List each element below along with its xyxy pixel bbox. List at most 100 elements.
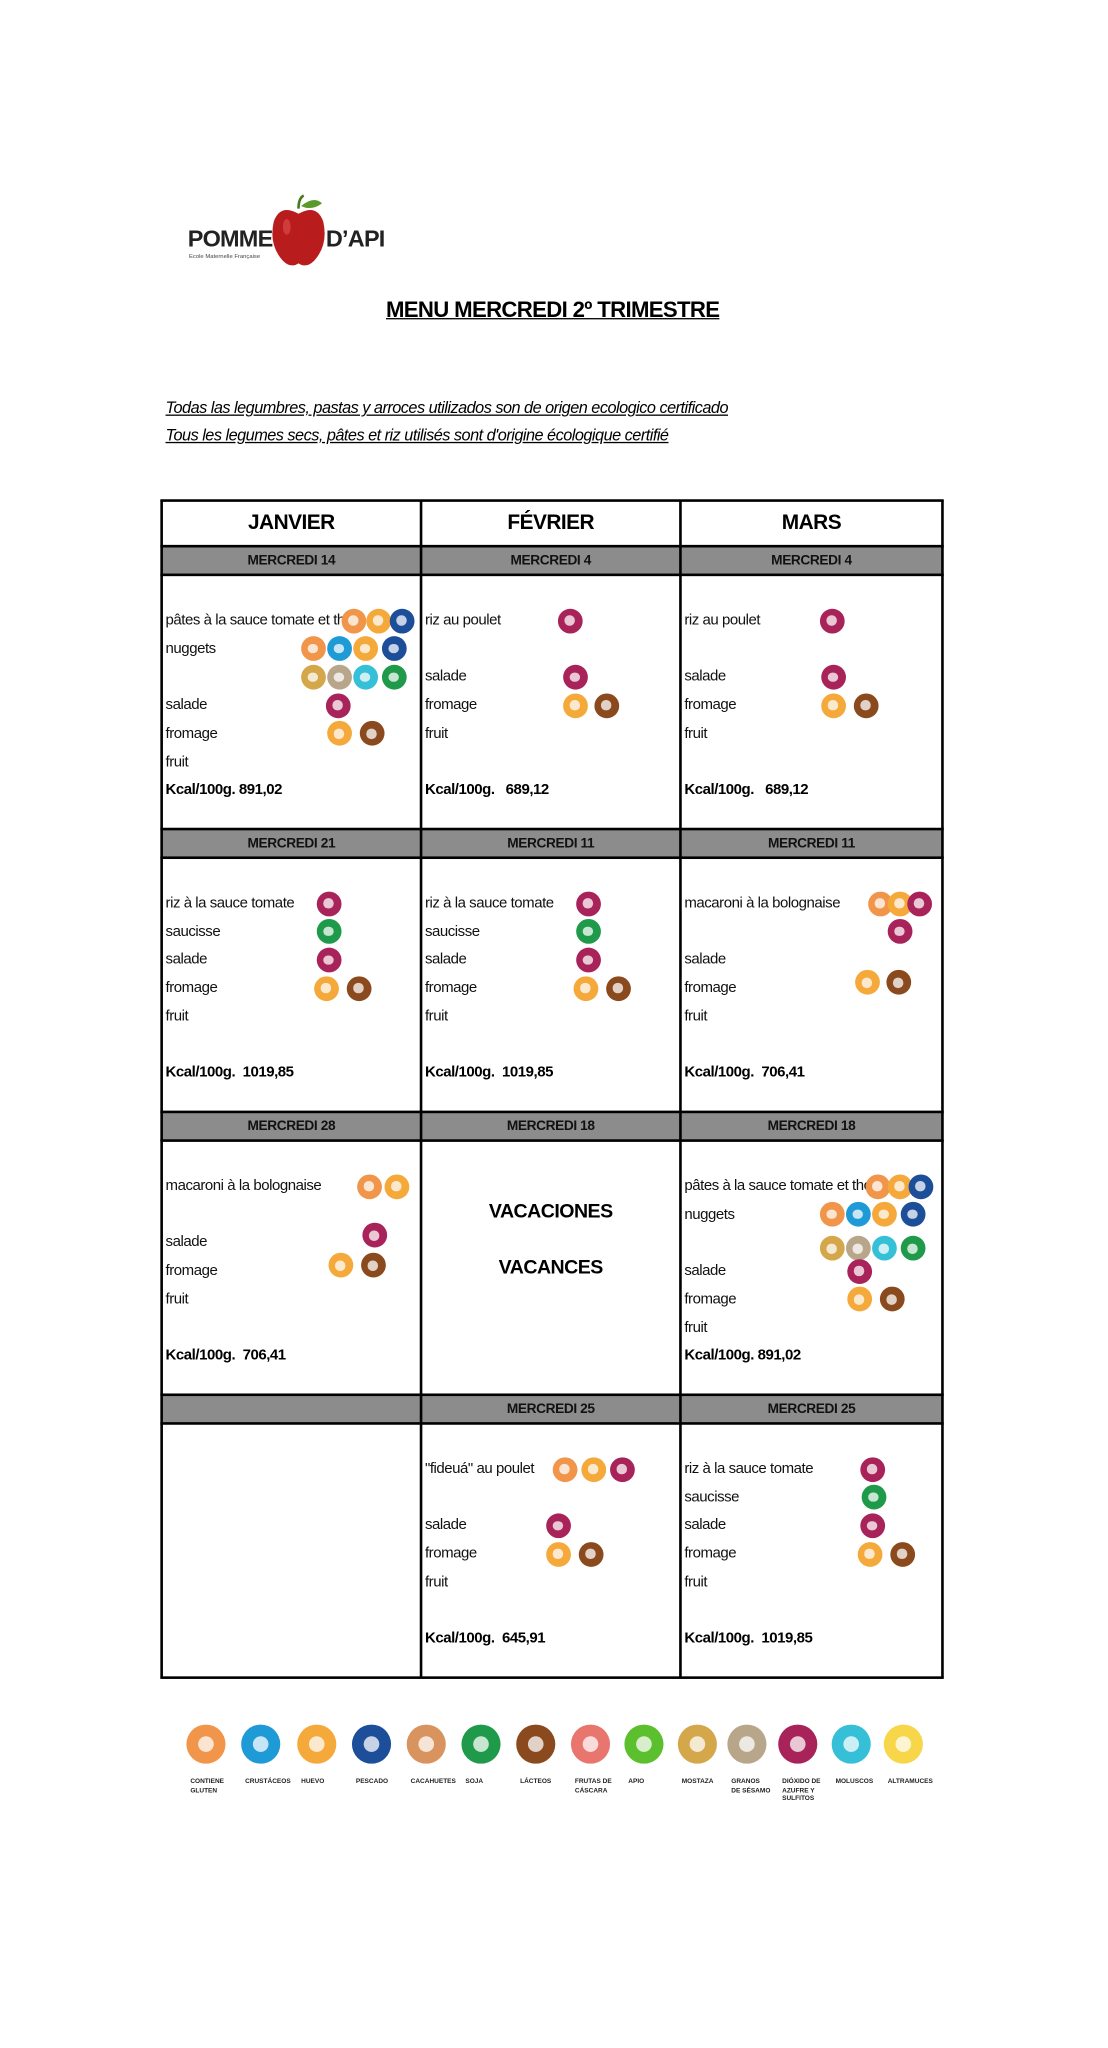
- day-bar: MERCREDI 11: [421, 829, 681, 858]
- allergen-icon: [300, 636, 326, 662]
- logo-text: D’API: [325, 225, 385, 252]
- holiday-note: VACANCES: [498, 1256, 604, 1279]
- day-bar: [161, 1394, 422, 1424]
- menu-item: riz à la sauce tomate: [165, 895, 295, 912]
- logo-text: POMME: [187, 225, 274, 252]
- legend-icon: [297, 1724, 337, 1764]
- allergen-icon: [871, 1236, 897, 1261]
- menu-item: fromage: [684, 1546, 737, 1562]
- menu-item: macaroni à la bolognaise: [684, 895, 841, 912]
- title: MENU MERCREDI 2º TRIMESTRE: [385, 297, 720, 322]
- allergen-icon: [889, 1541, 915, 1567]
- allergen-icon: [361, 1223, 387, 1249]
- allergen-icon: [575, 890, 601, 916]
- table-border: [160, 1393, 945, 1397]
- allergen-icon: [860, 1484, 886, 1510]
- legend-label: MOLUSCOS: [835, 1778, 874, 1786]
- menu-item: salade: [684, 952, 726, 968]
- legend-icon: [778, 1724, 818, 1764]
- allergen-icon: [879, 1286, 904, 1312]
- menu-item: salade: [424, 1517, 467, 1534]
- allergen-icon: [365, 608, 391, 633]
- note: Tous les legumes secs, pâtes et riz util…: [165, 426, 669, 445]
- allergen-icon: [845, 1202, 871, 1227]
- menu-item: nuggets: [165, 640, 217, 657]
- table-border: [160, 573, 945, 577]
- table-border: [160, 1110, 945, 1114]
- allergen-icon: [383, 1173, 409, 1199]
- allergen-icon: [859, 1513, 885, 1539]
- menu-item: salade: [165, 697, 208, 714]
- allergen-icon: [359, 721, 384, 747]
- legend-icon: [883, 1724, 923, 1764]
- menu-item: fruit: [684, 1319, 708, 1336]
- day-bar: MERCREDI 25: [421, 1394, 681, 1424]
- allergen-icon: [900, 1202, 925, 1227]
- allergen-icon: [552, 1456, 577, 1482]
- menu-item: fruit: [424, 725, 448, 742]
- table-border: [160, 500, 164, 1678]
- menu-item: fromage: [684, 697, 737, 714]
- allergen-icon: [360, 1253, 386, 1278]
- legend-icon: [186, 1724, 226, 1764]
- kcal: Kcal/100g. 645,91: [424, 1630, 546, 1647]
- allergen-icon: [857, 1541, 882, 1567]
- menu-item: fruit: [684, 1008, 708, 1025]
- day-bar: MERCREDI 28: [161, 1111, 422, 1141]
- menu-item: riz au poulet: [424, 612, 501, 629]
- legend-label: MOSTAZA: [681, 1778, 714, 1786]
- allergen-icon: [326, 664, 352, 690]
- legend-icon: [727, 1724, 767, 1764]
- allergen-icon: [819, 1236, 845, 1261]
- allergen-icon: [356, 1173, 382, 1199]
- allergen-icon: [575, 947, 601, 973]
- allergen-icon: [326, 721, 352, 747]
- allergen-icon: [859, 1456, 885, 1482]
- menu-item: macaroni à la bolognaise: [165, 1178, 322, 1195]
- table-border: [940, 500, 945, 1678]
- day-bar: MERCREDI 21: [161, 829, 422, 858]
- table-border: [160, 856, 945, 860]
- day-bar: MERCREDI 25: [680, 1394, 943, 1424]
- allergen-icon: [605, 975, 631, 1001]
- menu-item: salade: [424, 952, 467, 968]
- legend-icon: [516, 1724, 556, 1764]
- menu-item: fruit: [165, 754, 189, 770]
- day-bar: MERCREDI 4: [680, 546, 943, 575]
- table-border: [160, 827, 945, 831]
- legend-icon: [461, 1724, 501, 1764]
- month-header: FÉVRIER: [507, 512, 595, 535]
- allergen-icon: [845, 1236, 871, 1261]
- menu-item: pâtes à la sauce tomate et thon: [684, 1178, 880, 1195]
- allergen-icon: [381, 664, 407, 690]
- menu-item: salade: [165, 1234, 208, 1251]
- kcal: Kcal/100g. 706,41: [165, 1348, 287, 1364]
- menu-item: fromage: [424, 1546, 477, 1562]
- menu-item: nuggets: [684, 1206, 735, 1223]
- allergen-icon: [853, 692, 878, 718]
- kcal: Kcal/100g. 1019,85: [165, 1065, 294, 1081]
- allergen-icon: [545, 1541, 571, 1567]
- table-border: [160, 498, 945, 503]
- allergen-icon: [327, 1253, 353, 1278]
- allergen-icon: [572, 975, 598, 1001]
- legend-icon: [406, 1724, 446, 1764]
- day-bar: MERCREDI 4: [421, 546, 681, 575]
- allergen-icon: [820, 664, 846, 690]
- day-bar: MERCREDI 18: [421, 1111, 681, 1141]
- allergen-icon: [562, 664, 588, 690]
- menu-item: salade: [684, 669, 726, 685]
- menu-item: fromage: [684, 980, 737, 997]
- kcal: Kcal/100g. 1019,85: [684, 1630, 813, 1647]
- table-border: [419, 500, 423, 1678]
- table-border: [160, 544, 945, 548]
- menu-item: riz à la sauce tomate: [684, 1461, 814, 1477]
- allergen-icon: [820, 692, 846, 718]
- menu-item: riz au poulet: [684, 612, 761, 629]
- legend-label: ALTRAMUCES: [887, 1778, 933, 1786]
- allergen-icon: [580, 1456, 606, 1482]
- allergen-icon: [871, 1202, 897, 1227]
- allergen-icon: [885, 970, 911, 995]
